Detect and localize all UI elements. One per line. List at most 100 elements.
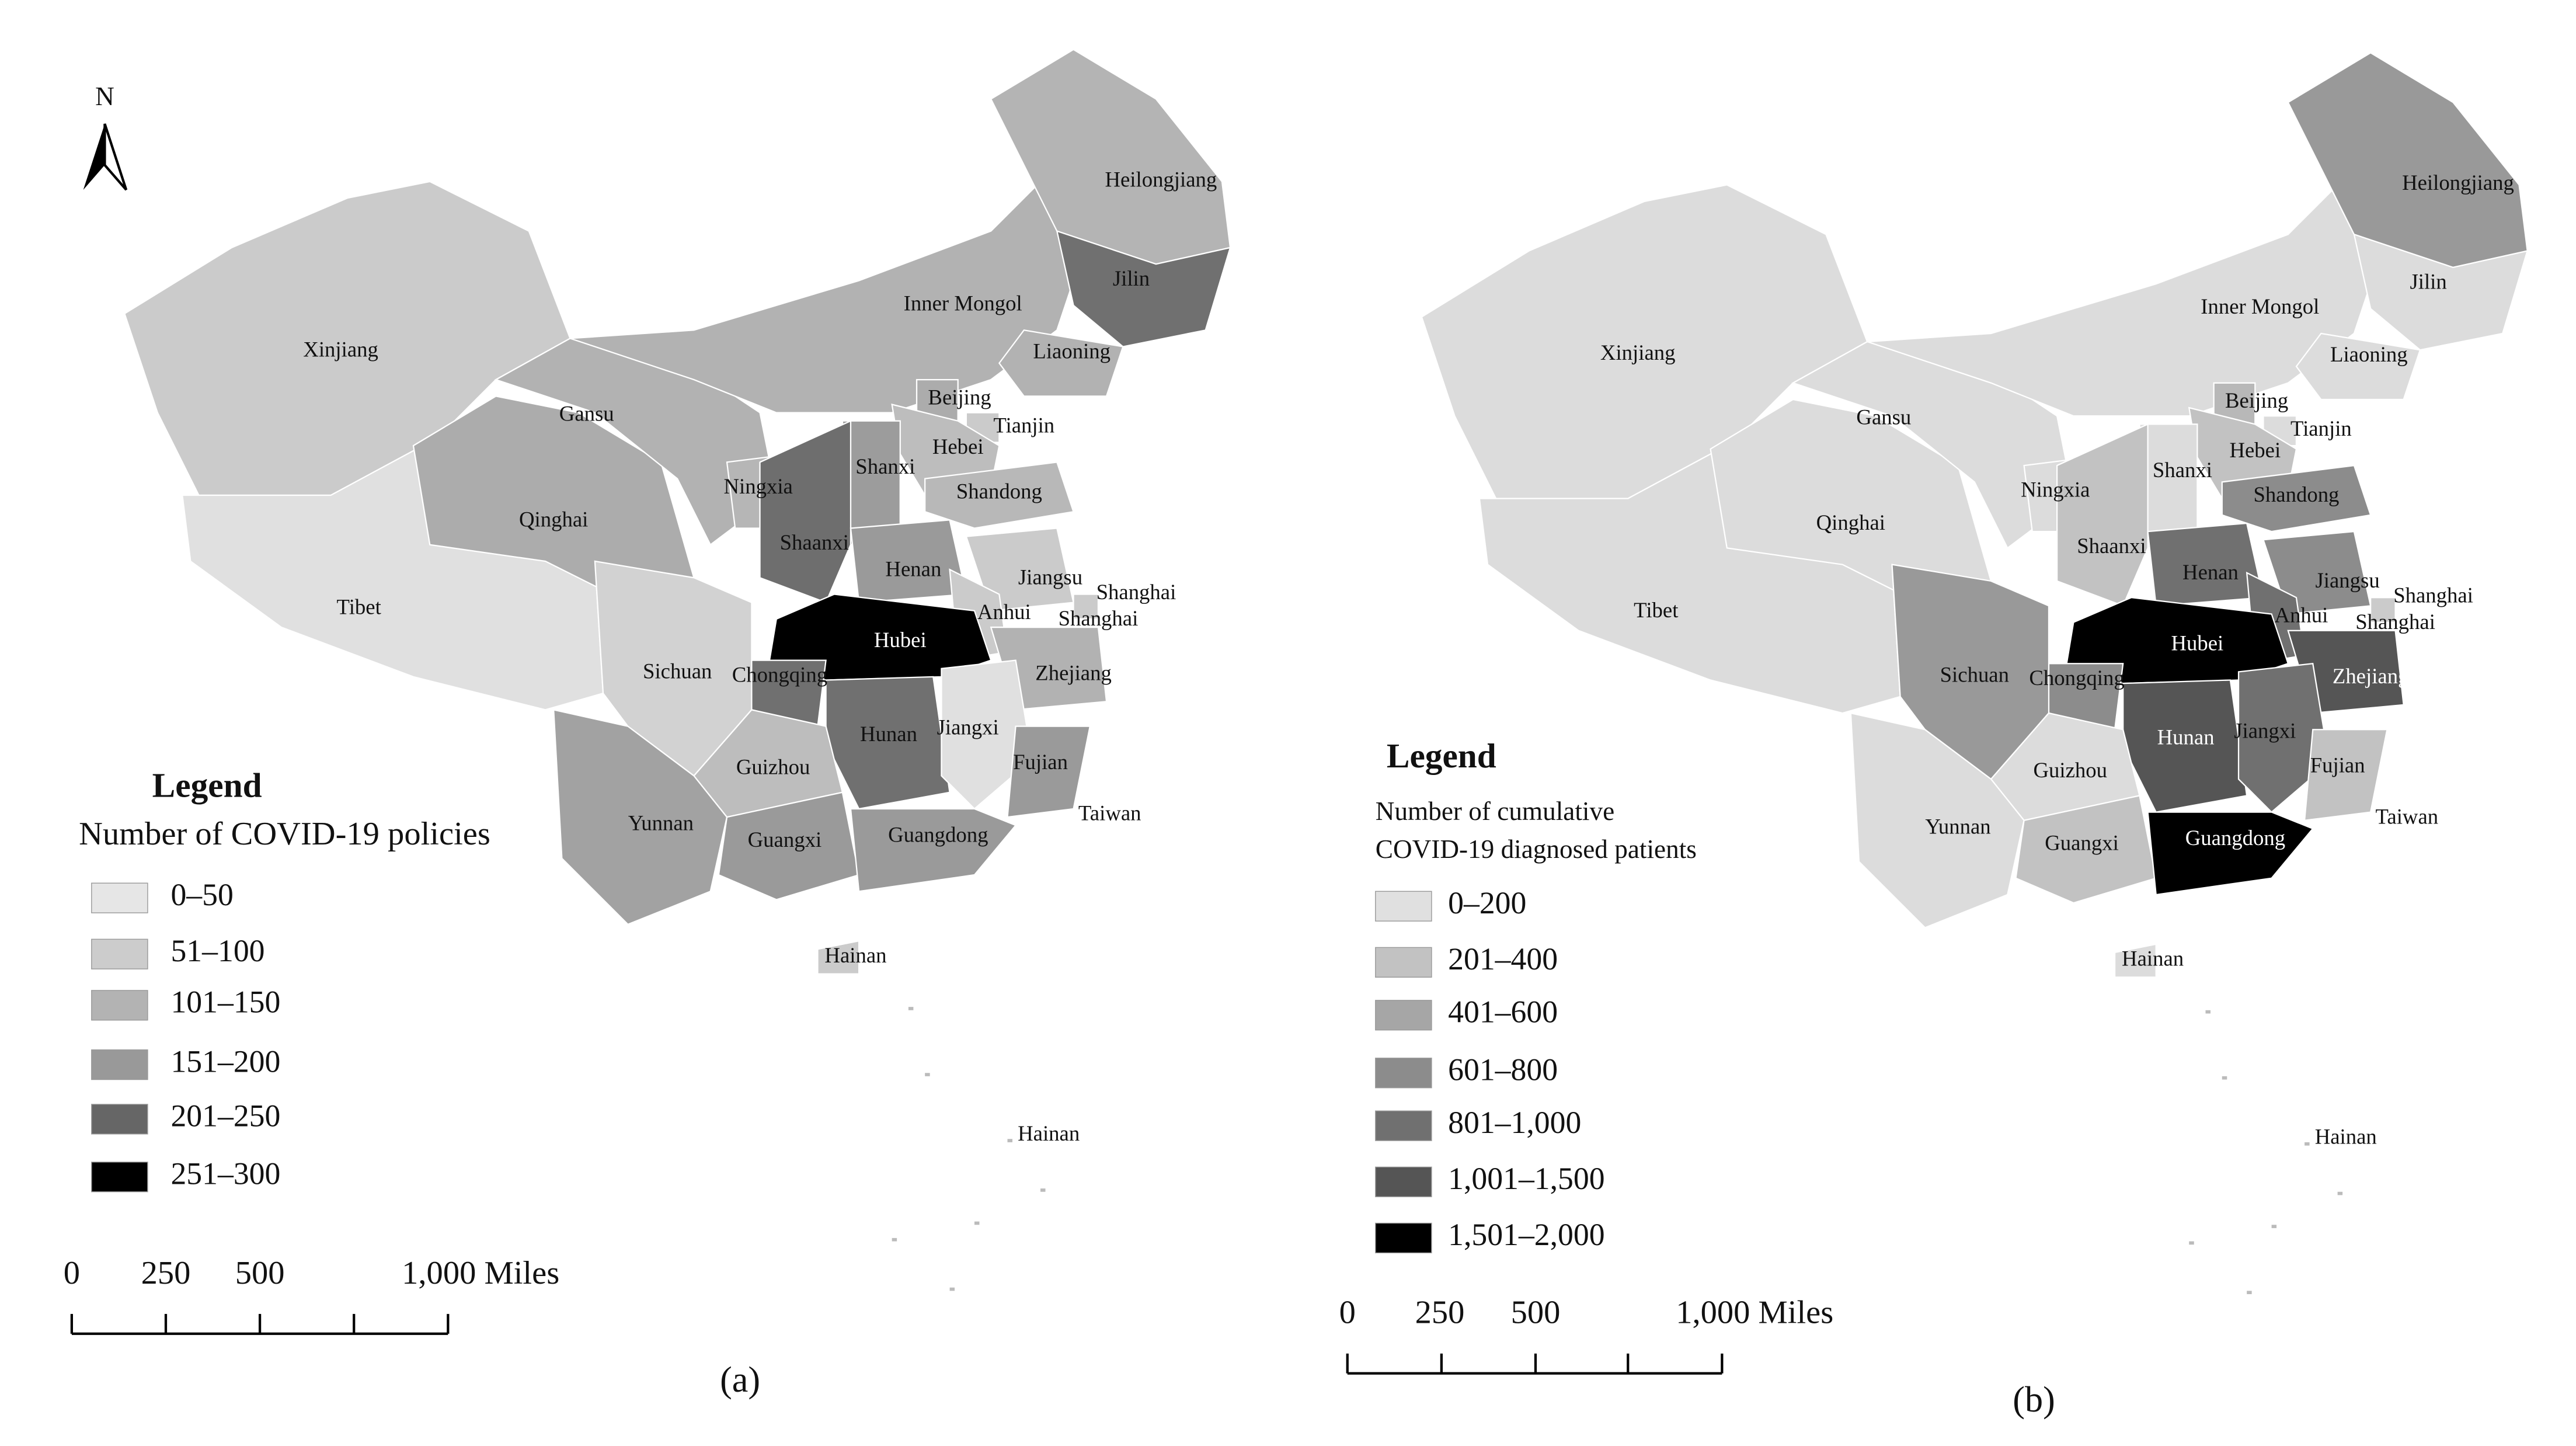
province-label: Tianjin: [2290, 416, 2352, 440]
province-label: Hainan: [2122, 946, 2184, 970]
province-label: Henan: [885, 557, 941, 581]
province-label: Guangxi: [748, 828, 822, 851]
province-label: Taiwan: [2376, 804, 2439, 828]
legend-label: 0–200: [1448, 885, 1526, 920]
province-label: Guizhou: [2033, 758, 2107, 782]
scale-label: 0: [1339, 1295, 1356, 1331]
island: [892, 1238, 897, 1242]
island: [2337, 1191, 2343, 1195]
province-label: Shanghai: [2355, 610, 2435, 634]
province-label: Shanghai: [1059, 606, 1139, 630]
province-label: Henan: [2182, 560, 2239, 584]
scale-label: 500: [1511, 1295, 1561, 1331]
province-label: Beijing: [928, 385, 991, 409]
province: [2295, 332, 2421, 401]
province: [941, 659, 1033, 810]
province-label: Shandong: [2254, 482, 2340, 506]
island: [949, 1287, 955, 1291]
map: Xinjiang Tibet Qinghai Gansu Inner Mongol Hei…: [1421, 52, 2529, 1294]
legend-label: 101–150: [170, 985, 280, 1020]
island: [2205, 1010, 2211, 1014]
province-label: Jiangxi: [2234, 718, 2296, 742]
province-label: Hubei: [874, 628, 927, 652]
legend-label: 0–50: [170, 877, 233, 912]
province-label: Guangdong: [888, 822, 988, 846]
province-label: Chongqing: [732, 662, 827, 686]
caption: (a): [720, 1360, 760, 1400]
province: [2015, 795, 2157, 904]
legend-swatch: [1375, 1110, 1432, 1141]
island: [2189, 1241, 2194, 1245]
legend-swatch: [91, 882, 148, 913]
island: [908, 1007, 914, 1010]
province-label: Zhejiang: [1035, 661, 1112, 684]
province-label: Jiangsu: [1018, 565, 1082, 589]
province-label: Yunnan: [1925, 814, 1990, 838]
province-label: Tibet: [337, 595, 381, 618]
scale-label: 0: [64, 1255, 80, 1291]
province-label: Hainan: [2315, 1125, 2377, 1149]
province: [2147, 811, 2314, 896]
legend-label: 201–400: [1448, 941, 1558, 976]
province: [759, 419, 852, 604]
province-label: Heilongjiang: [1105, 167, 1217, 191]
province: [1850, 712, 2025, 929]
province-label: Jiangxi: [937, 715, 999, 739]
legend-swatch: [91, 1162, 148, 1193]
province-label: Jiangsu: [2315, 568, 2379, 592]
province: [1122, 766, 1148, 843]
province-label: Qinghai: [1816, 510, 1885, 534]
legend-label: 1,501–2,000: [1448, 1217, 1604, 1252]
province-label: Hebei: [932, 435, 984, 458]
province-label: Inner Mongol: [2201, 294, 2319, 318]
province: [1073, 593, 1099, 620]
province-label: Qinghai: [519, 508, 588, 531]
province-label: Shanxi: [855, 454, 915, 478]
island: [1040, 1188, 1046, 1192]
province-label: Tibet: [1634, 598, 1678, 622]
province-label: Jilin: [2410, 270, 2446, 294]
province-label: Xinjiang: [303, 337, 378, 361]
province-label: Ningxia: [724, 474, 793, 498]
province-label: Hubei: [2171, 631, 2224, 655]
legend-subtitle: Number of COVID-19 policies: [79, 816, 490, 852]
province: [924, 461, 1075, 529]
province-label: Yunnan: [628, 811, 694, 835]
province-label: Anhui: [977, 600, 1031, 624]
province-label: Ningxia: [2021, 478, 2090, 502]
province-label: Hainan: [824, 943, 886, 967]
province-label: Sichuan: [1940, 662, 2009, 686]
province: [2419, 770, 2446, 846]
scale-label: 1,000 Miles: [1676, 1295, 1833, 1331]
island: [1007, 1139, 1012, 1142]
province-label: Hainan: [1018, 1121, 1080, 1145]
island: [2222, 1076, 2227, 1080]
province: [2303, 729, 2388, 822]
province: [998, 329, 1124, 397]
legend-swatch: [91, 1104, 148, 1135]
map: Xinjiang Tibet Qinghai Gansu Inner Mongol Hei…: [123, 48, 1231, 1291]
province-label: Shanghai: [1096, 580, 1176, 604]
province-label: Xinjiang: [1600, 340, 1676, 364]
legend-label: 201–250: [170, 1099, 280, 1134]
province-label: Fujian: [2310, 753, 2365, 777]
scale-label: 500: [235, 1255, 285, 1291]
legend-label: 1,001–1,500: [1448, 1161, 1604, 1196]
province: [553, 708, 728, 926]
province-label: Hebei: [2229, 438, 2281, 462]
legend-swatch: [1375, 1058, 1432, 1089]
legend-swatch: [91, 990, 148, 1021]
province-label: Shaanxi: [2077, 534, 2146, 558]
province-label: Liaoning: [1033, 339, 1111, 363]
legend-swatch: [1375, 1166, 1432, 1197]
province-label: Anhui: [2275, 603, 2328, 627]
legend-swatch: [1375, 891, 1432, 922]
legend-swatch: [91, 938, 148, 969]
island: [2271, 1225, 2277, 1228]
province: [817, 940, 860, 975]
province-label: Jilin: [1113, 266, 1150, 290]
legend-title: Legend: [1387, 736, 1496, 775]
legend-label: 151–200: [170, 1044, 280, 1079]
legend-title: Legend: [152, 766, 262, 805]
